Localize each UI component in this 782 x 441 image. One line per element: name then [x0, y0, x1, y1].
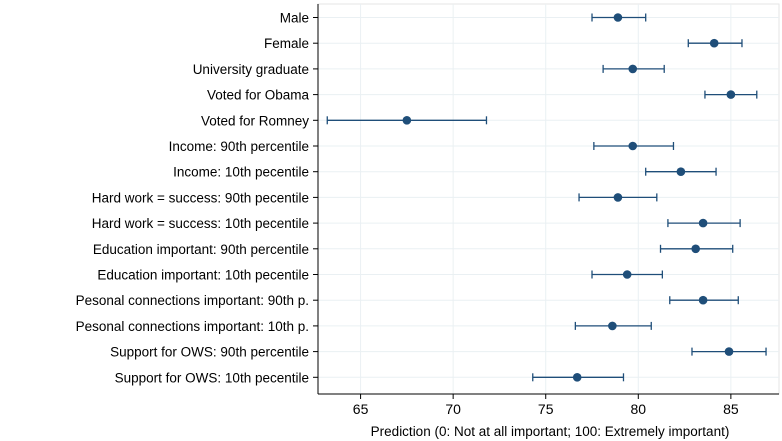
data-point: [724, 347, 734, 356]
plot-frame: [317, 3, 780, 395]
x-axis-title: Prediction (0: Not at all important; 100…: [371, 424, 730, 439]
data-point: [676, 167, 686, 176]
data-point: [698, 295, 708, 305]
category-label: University graduate: [193, 62, 309, 77]
category-label: Income: 90th percentile: [169, 139, 309, 154]
data-point: [613, 13, 623, 22]
data-point: [726, 90, 736, 99]
category-label: Male: [280, 11, 309, 26]
category-label: Female: [264, 36, 309, 51]
data-point: [402, 116, 412, 125]
data-point: [608, 321, 617, 331]
data-point: [628, 141, 638, 151]
category-label: Education important: 10th pecentile: [97, 268, 309, 283]
category-label: Hard work = success: 10th pecentile: [92, 216, 309, 231]
grid-layer: [317, 3, 780, 395]
category-label: Income: 10th pecentile: [173, 165, 309, 180]
category-labels: Male Female University graduate Voted for O…: [76, 11, 310, 386]
x-tick-label: 85: [723, 401, 739, 417]
data-point: [691, 244, 700, 254]
data-point: [709, 38, 719, 48]
category-label: Pesonal connections important: 10th p.: [76, 319, 309, 334]
category-label: Support for OWS: 10th pecentile: [115, 370, 309, 385]
category-label: Voted for Romney: [201, 113, 309, 128]
category-label: Pesonal connections important: 90th p.: [76, 293, 309, 308]
x-tick-label: 80: [631, 401, 647, 417]
data-point: [698, 218, 708, 228]
data-marks: [326, 13, 767, 382]
category-label: Education important: 90th percentile: [93, 242, 309, 257]
data-point: [628, 64, 638, 74]
x-tick-label: 75: [538, 401, 554, 417]
data-point: [622, 270, 632, 279]
data-point: [613, 193, 623, 202]
x-tick-label: 70: [445, 401, 461, 417]
data-point: [572, 373, 582, 382]
category-label: Hard work = success: 90th pecentile: [92, 190, 309, 205]
category-label: Support for OWS: 90th percentile: [110, 345, 309, 360]
axis-layer: 65 70 75 80 85: [313, 4, 779, 417]
category-label: Voted for Obama: [207, 88, 310, 103]
x-tick-label: 65: [353, 401, 369, 417]
